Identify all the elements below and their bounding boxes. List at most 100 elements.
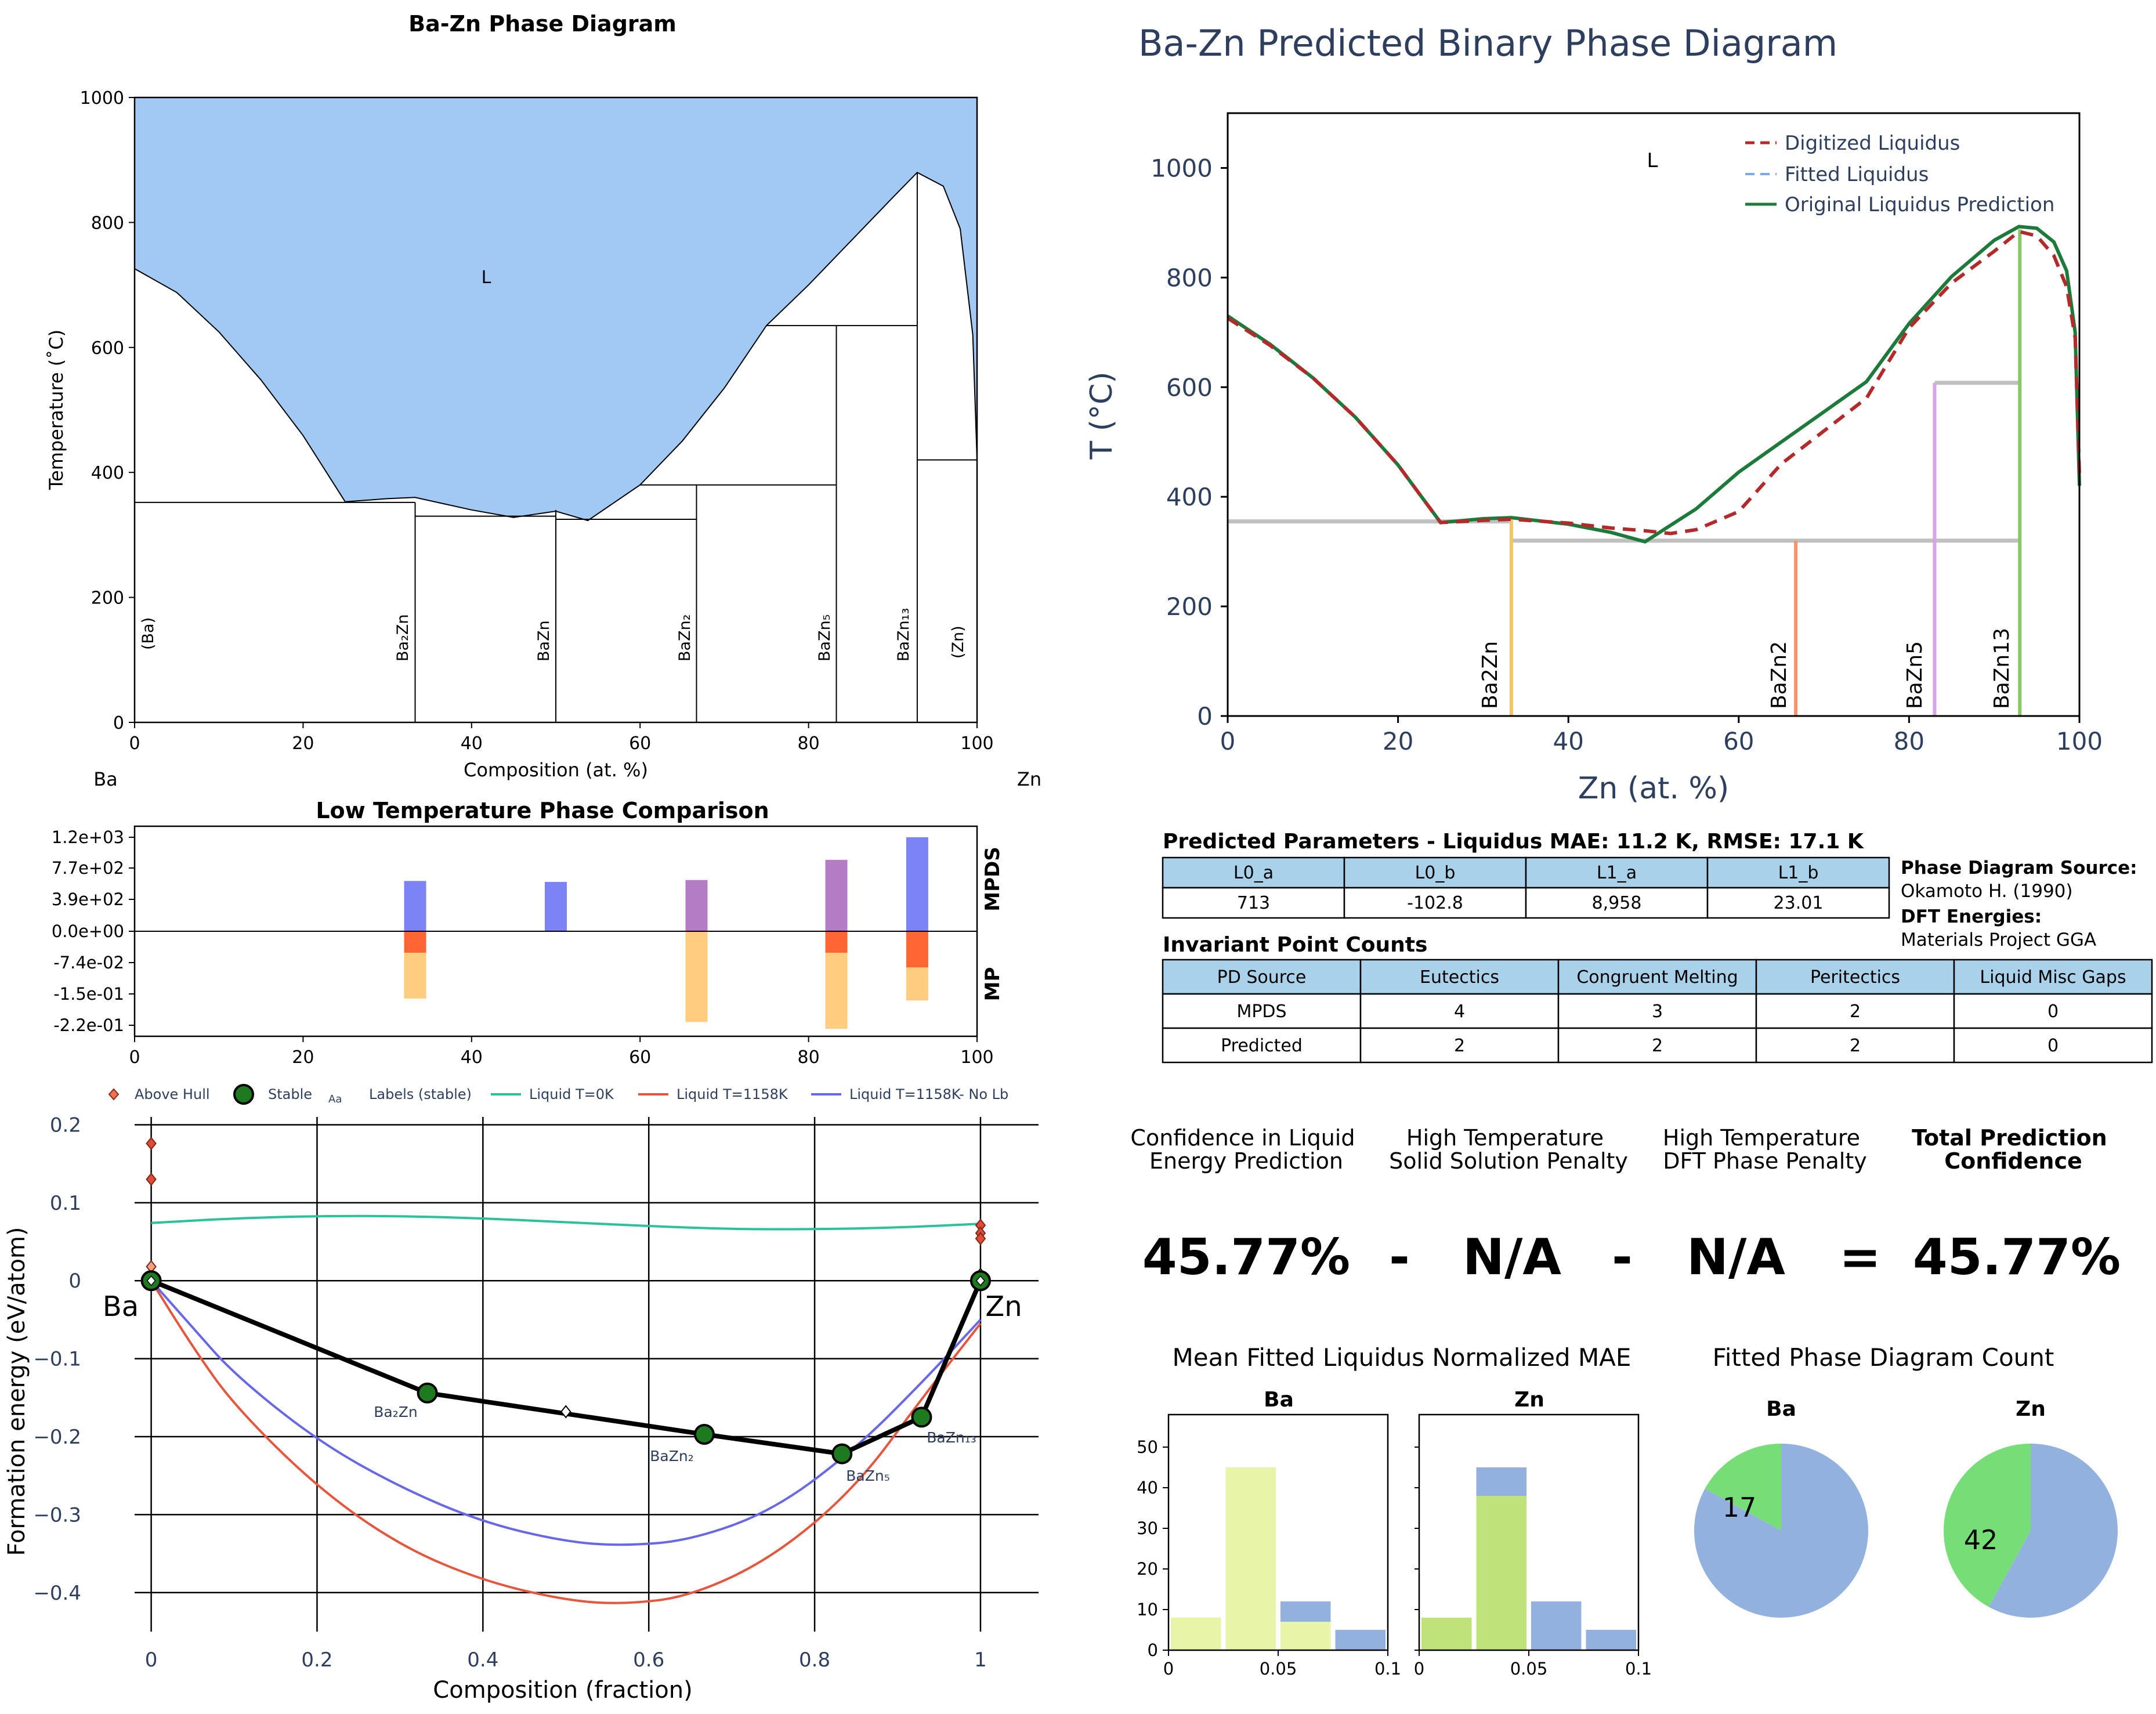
label-line: Total Prediction [1912,1125,2107,1151]
original-liquidus-line [1227,225,2081,544]
table-header-text: L1_a [1597,863,1637,883]
legend: Digitized Liquidus Fitted Liquidus Origi… [1745,132,2054,216]
x-tick-label: 0 [1220,727,1236,755]
x-ticks: 0 20 40 60 80 100 [1220,716,2103,755]
y-tick-label: 0 [68,1270,81,1293]
y-tick-label: 30 [1137,1518,1158,1538]
pred-pd-frame [1227,112,2081,717]
pie-panel-title: Ba [1766,1397,1796,1421]
table-cell-text: 2 [1454,1036,1465,1056]
hist-bar [1335,1630,1386,1650]
stable-point [911,1406,932,1428]
operator: = [1839,1228,1881,1286]
x-ticks: 0 20 40 60 80 100 [129,1036,994,1068]
x-tick-label: 100 [960,1047,993,1068]
table-cell-text: 4 [1454,1001,1465,1022]
table-cell [1359,1027,1560,1064]
table-cell [1525,887,1709,919]
table-header-text: Congruent Melting [1576,967,1738,988]
table-header-cell [1525,856,1709,889]
label-line: Solid Solution Penalty [1389,1148,1628,1174]
phase-label: (Zn) [949,625,967,659]
pie-slice [1694,1444,1868,1618]
liquid-label: L [1647,149,1658,172]
y-tick-label: 1000 [80,88,124,109]
y-tick-label: 50 [1137,1437,1158,1457]
legend-stable-marker [233,1084,254,1105]
y-tick-label: −0.4 [33,1582,81,1605]
table-cell-text: 2 [1652,1036,1663,1056]
phase-labels: (Ba) Ba₂Zn BaZn BaZn₂ BaZn₅ BaZn₁₃ (Zn) [139,608,967,661]
y-tick-label: 800 [91,213,124,233]
table-cell [1162,887,1345,919]
phase-label: Ba₂Zn [374,1404,417,1420]
legend-entry: Original Liquidus Prediction [1785,193,2054,216]
stable-point [831,1443,853,1465]
pie-zn [1943,1444,2118,1618]
y-tick-label: 20 [1137,1559,1158,1579]
liquid-label: L [482,267,491,288]
table-cell [1755,1027,1955,1064]
phase-label: BaZn₅ [816,614,834,661]
label-line: Confidence in Liquid [1130,1125,1355,1151]
exp-phase-diagram: Ba-Zn Phase Diagram 0 20 40 60 80 100 0 200 400… [45,11,1041,790]
right-element-label: Zn [1017,768,1041,790]
phase-label: BaZn [535,620,553,661]
hist-frame [1418,1413,1640,1651]
y-tick-label: −0.2 [33,1426,81,1449]
dft-value: Materials Project GGA [1901,930,2096,950]
left-element-label: Ba [103,1290,139,1323]
convex-hull-plot: 0 0.2 0.4 0.6 0.8 1 0.2 0.1 0 −0.1 −0.2 −0.3 −0.4 F… [3,1084,1039,1704]
table-cell [1953,1027,2153,1064]
stable-point [417,1382,438,1404]
x-tick-label: 60 [629,1047,651,1068]
y-tick-label: 40 [1137,1478,1158,1498]
x-tick-label: 0.05 [1260,1659,1297,1679]
pd-source-value: Okamoto H. (1990) [1901,881,2073,902]
legend: Above Hull Stable Aa Labels (stable) Liq… [108,1084,1008,1105]
confidence-section: Confidence in Liquid Energy Prediction H… [1130,1125,2121,1286]
y-axis-label: Formation energy (eV/atom) [3,1227,30,1556]
x-tick-label: 60 [629,733,651,754]
x-tick-label: 40 [1553,727,1583,755]
legend-entry: Labels (stable) [369,1086,472,1102]
y-tick-label: 800 [1166,263,1213,292]
table-header-text: L1_b [1778,863,1819,883]
x-tick-label: 0.05 [1510,1659,1548,1679]
table-cell-text: 0 [2048,1036,2059,1056]
legend-entry: Fitted Liquidus [1785,163,1929,186]
mpds-bar [545,881,567,931]
table-header-cell [1162,856,1345,889]
table-header-text: Liquid Misc Gaps [1980,967,2126,988]
parameters-table-section: Predicted Parameters - Liquidus MAE: 11.… [1162,830,2153,1064]
legend-above-hull-marker [108,1088,120,1101]
stable-point [693,1423,715,1445]
phase-label: BaZn₅ [846,1467,889,1484]
y-tick-label: 0.1 [50,1192,81,1215]
above-hull-point [146,1172,157,1187]
legend-entry: Stable [268,1086,312,1102]
table-header-text: L0_b [1415,863,1456,883]
y-axis-label: Temperature (˚C) [45,330,67,490]
operator: - [1389,1228,1410,1286]
hist-zn: 0 0.05 0.1 [1414,1413,1652,1679]
y-tick-label: 200 [91,588,124,609]
table-cell [1706,887,1890,919]
above-hull-point [146,1137,157,1151]
x-tick-label: 0 [1163,1659,1174,1679]
y-tick-label: 0 [1148,1640,1158,1660]
table-header-text: L0_a [1233,863,1274,883]
x-tick-label: 100 [2056,727,2103,755]
table-cell-text: 713 [1237,893,1270,913]
invariants-title: Invariant Point Counts [1163,933,1427,957]
y-tick-label: -7.4e-02 [53,953,124,972]
mp-bar [906,931,928,968]
liquidus-line [134,171,978,522]
x-tick-label: 80 [798,1047,820,1068]
y-ticks: 0.2 0.1 0 −0.1 −0.2 −0.3 −0.4 [33,1113,81,1604]
legend-sample-text: Aa [328,1093,342,1105]
pie-slice-label: 17 [1723,1492,1757,1523]
phase-label: (Ba) [139,617,157,650]
phase-label: BaZn₂ [676,614,694,661]
table-cell-text: -102.8 [1407,893,1463,913]
